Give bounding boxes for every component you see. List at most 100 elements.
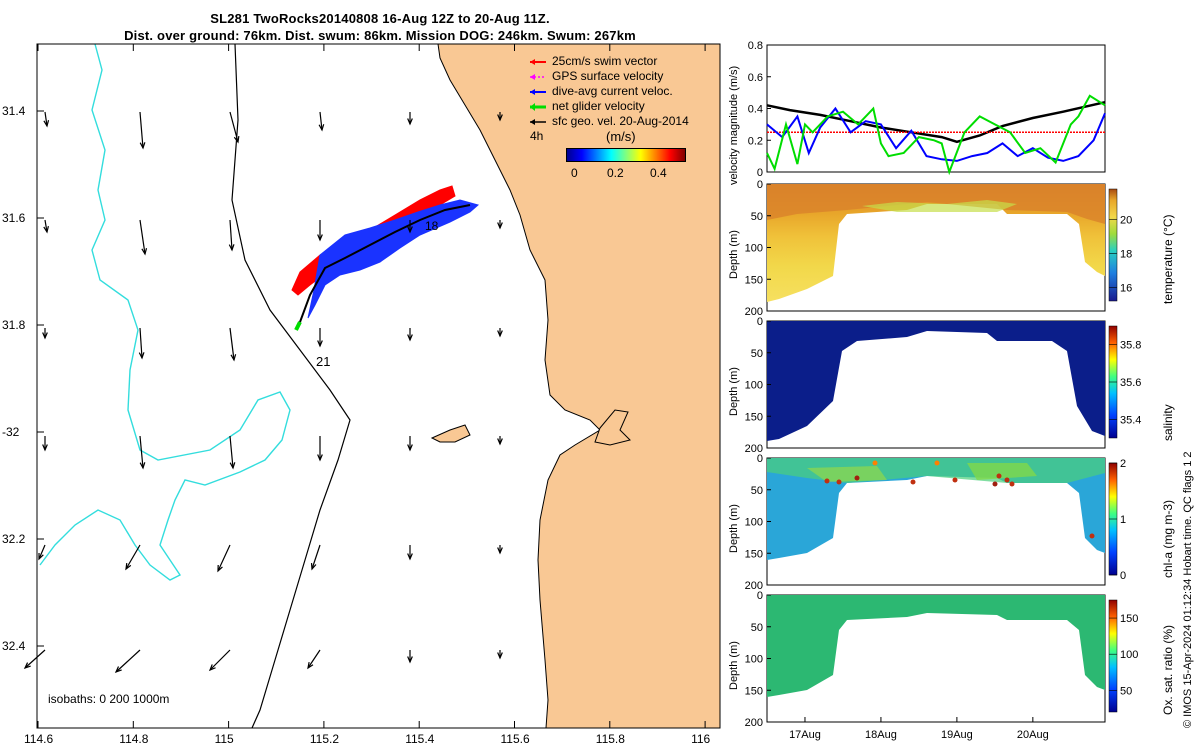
colorbar-tick-label: 0	[1120, 570, 1126, 582]
geostrophic-arrow	[229, 435, 234, 469]
colorbar-tick-label: 18	[1120, 248, 1132, 260]
legend-sfc-geo: sfc geo. vel. 20-Aug-2014	[528, 114, 689, 129]
legend-dive-avg: dive-avg current veloc.	[528, 84, 689, 99]
time-tick-label: 20Aug	[1017, 729, 1049, 741]
map-x-tick-label: 116	[691, 732, 711, 746]
colorbar-title: (m/s)	[606, 129, 636, 144]
velocity-y-ticks: 0 0.2 0.4 0.6 0.8	[748, 40, 771, 179]
geostrophic-arrowhead	[317, 454, 323, 462]
geostrophic-arrowhead	[407, 226, 413, 234]
colorbar-tick-label: 2	[1120, 458, 1126, 470]
depth-tick-label: 200	[745, 580, 763, 592]
right-panels: 0 0.2 0.4 0.6 0.8 velocity magnitude (m/s) 0…	[728, 40, 1175, 741]
time-tick-label: 18Aug	[865, 729, 897, 741]
velocity-y-tick-label: 0.6	[748, 72, 763, 84]
map-y-tick-label: 32.4	[2, 639, 26, 653]
colorbar-label: temperature (°C)	[1161, 215, 1175, 305]
geostrophic-arrowhead	[43, 120, 50, 128]
land-area	[437, 43, 721, 729]
depth-tick-label: 0	[757, 316, 763, 328]
colorbar-tick-label: 16	[1120, 282, 1132, 294]
geostrophic-arrowhead	[318, 124, 325, 132]
oxygen-panel: 0 50 100 150 200 Depth (m) 17Aug 18Aug 19Aug 20A…	[728, 590, 1118, 741]
colorbar-tick: 0.4	[650, 166, 667, 180]
geostrophic-arrowhead	[125, 562, 132, 571]
geostrophic-arrowhead	[139, 142, 146, 150]
map-y-tick-label: -32	[2, 425, 20, 439]
geostrophic-arrow	[229, 111, 239, 143]
geostrophic-arrowhead	[407, 334, 413, 342]
glider-track	[299, 204, 471, 323]
speed-colorbar	[566, 148, 686, 162]
colorbar-tick: 0.2	[607, 166, 624, 180]
geostrophic-arrow	[44, 111, 48, 127]
legend-time-label: 4h	[530, 129, 544, 143]
geostrophic-arrowhead	[42, 332, 48, 340]
geostrophic-arrow	[115, 649, 141, 673]
legend-label: GPS surface velocity	[552, 69, 664, 83]
legend-label: 25cm/s swim vector	[552, 54, 658, 68]
geostrophic-arrow	[139, 111, 144, 149]
depth-tick-label: 150	[745, 685, 763, 697]
depth-tick-label: 150	[745, 548, 763, 560]
map-axes-box	[36, 43, 721, 729]
geostrophic-arrowhead	[114, 666, 122, 674]
map-x-tick-label: 115.2	[309, 732, 340, 746]
geostrophic-arrowhead	[38, 552, 44, 561]
map-x-tick-label: 115.8	[595, 732, 625, 746]
geostrophic-arrowhead	[317, 234, 323, 242]
velocity-y-tick-label: 0.2	[748, 135, 763, 147]
colorbar-tick-label: 150	[1120, 613, 1138, 625]
geostrophic-arrowhead	[497, 222, 503, 230]
map-x-tick-label: 115.6	[500, 732, 530, 746]
velocity-ylabel: velocity magnitude (m/s)	[728, 66, 740, 185]
geostrophic-arrow	[24, 649, 46, 669]
map-x-tick-label: 115	[214, 732, 234, 746]
geostrophic-arrowhead	[43, 226, 49, 234]
depth-tick-label: 150	[745, 274, 763, 286]
geostrophic-arrowhead	[497, 547, 503, 555]
depth-tick-label: 100	[745, 654, 763, 666]
isobath-1000m	[39, 43, 291, 581]
geostrophic-arrowhead	[407, 118, 413, 126]
legend-label: dive-avg current veloc.	[552, 84, 673, 98]
colorbar-label: chl-a (mg m-3)	[1161, 500, 1175, 578]
geostrophic-arrowhead	[497, 114, 503, 122]
depth-tick-label: 200	[745, 717, 763, 729]
depth-tick-label: 200	[745, 443, 763, 455]
velocity-y-tick-label: 0.4	[748, 104, 763, 116]
geostrophic-arrowhead	[407, 553, 413, 561]
chlorophyll-dots	[824, 460, 1095, 539]
depth-tick-label: 150	[745, 411, 763, 423]
map-y-ticks	[37, 110, 44, 647]
geostrophic-arrowhead	[233, 135, 240, 144]
geostrophic-arrowhead	[228, 244, 235, 252]
legend-gps-velocity: GPS surface velocity	[528, 69, 689, 84]
velocity-series	[766, 94, 1106, 176]
island-land	[430, 424, 471, 443]
chlorophyll-panel: 0 50 100 150 200 Depth (m)	[728, 453, 1118, 592]
geostrophic-arrowhead	[407, 656, 413, 664]
title-line-1: SL281 TwoRocks20140808 16-Aug 12Z to 20-…	[210, 11, 550, 26]
depth-tick-label: 0	[757, 453, 763, 465]
geostrophic-arrowhead	[497, 330, 503, 338]
map-x-tick-label: 115.4	[405, 732, 435, 746]
geostrophic-arrow	[229, 219, 233, 251]
velocity-panel: 0 0.2 0.4 0.6 0.8 velocity magnitude (m/s)	[728, 40, 1106, 185]
oxygen-field	[767, 595, 1105, 697]
map-y-tick-label: 31.4	[2, 104, 26, 118]
colorbar-label: salinity	[1161, 404, 1175, 441]
geostrophic-arrowhead	[407, 444, 413, 452]
colorbar-tick: 0	[571, 166, 578, 180]
temperature-y-ticks: 0 50 100 150 200 Depth (m)	[728, 179, 771, 318]
velocity-y-tick-label: 0.8	[748, 40, 763, 52]
depth-axis-label: Depth (m)	[728, 641, 740, 690]
depth-tick-label: 50	[751, 622, 763, 634]
time-tick-label: 17Aug	[789, 729, 821, 741]
colorbar-tick-label: 20	[1120, 215, 1132, 227]
geostrophic-arrowhead	[139, 462, 146, 470]
colorbar-tick-label: 100	[1120, 649, 1138, 661]
salinity-field	[767, 321, 1105, 441]
geostrophic-arrowhead	[307, 661, 314, 670]
geostrophic-arrowhead	[141, 248, 148, 256]
